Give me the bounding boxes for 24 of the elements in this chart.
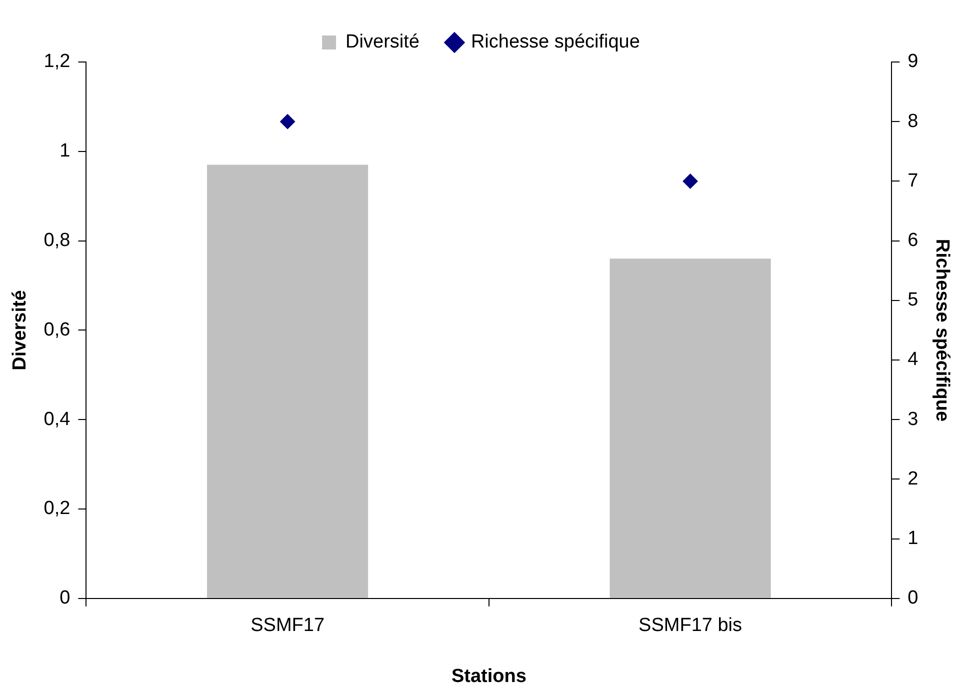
y-tick-label: 0,8 (44, 230, 70, 252)
y2-tick-label: 0 (908, 588, 918, 609)
legend-label: Diversité (346, 32, 420, 53)
y2-tick-label: 9 (908, 51, 918, 72)
y2-tick-label: 8 (908, 110, 918, 132)
y2-tick-label: 3 (908, 408, 918, 430)
y2-tick-label: 5 (908, 290, 918, 311)
legend-label: Richesse spécifique (470, 32, 640, 53)
y2-tick-label: 2 (908, 468, 918, 490)
y2-tick-label: 7 (908, 170, 918, 192)
y2-axis-title: Richesse spécifique (931, 238, 952, 422)
x-tick-label: SSMF17 bis (638, 615, 742, 636)
y-tick-label: 1 (60, 140, 70, 162)
x-axis-title: Stations (451, 666, 526, 687)
y-axis-title: Diversité (10, 290, 31, 370)
y-tick-label: 0,6 (44, 319, 70, 340)
y2-tick-label: 1 (908, 528, 918, 550)
y2-tick-label: 6 (908, 230, 918, 252)
y2-tick-label: 4 (908, 349, 919, 370)
y-tick-label: 1,2 (44, 51, 70, 72)
y-tick-label: 0,4 (44, 408, 71, 430)
y-tick-label: 0,2 (44, 498, 70, 520)
x-tick-label: SSMF17 (250, 615, 325, 636)
y-tick-label: 0 (60, 588, 70, 609)
